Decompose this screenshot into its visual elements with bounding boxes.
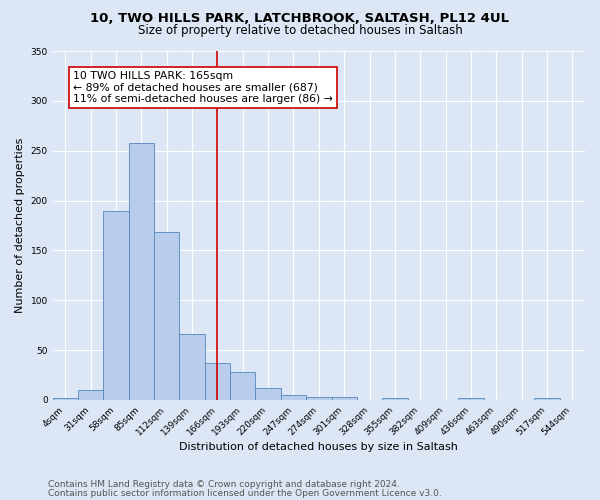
Bar [256, 388, 281, 400]
Bar [103, 210, 129, 400]
Bar [129, 142, 154, 400]
Bar [205, 363, 230, 400]
Bar [535, 398, 560, 400]
Text: Contains public sector information licensed under the Open Government Licence v3: Contains public sector information licen… [48, 489, 442, 498]
Bar [281, 395, 306, 400]
Bar [179, 334, 205, 400]
Bar [78, 390, 103, 400]
Bar [382, 398, 407, 400]
Text: 10, TWO HILLS PARK, LATCHBROOK, SALTASH, PL12 4UL: 10, TWO HILLS PARK, LATCHBROOK, SALTASH,… [91, 12, 509, 26]
Text: Size of property relative to detached houses in Saltash: Size of property relative to detached ho… [137, 24, 463, 37]
Text: Contains HM Land Registry data © Crown copyright and database right 2024.: Contains HM Land Registry data © Crown c… [48, 480, 400, 489]
Bar [154, 232, 179, 400]
Text: 10 TWO HILLS PARK: 165sqm
← 89% of detached houses are smaller (687)
11% of semi: 10 TWO HILLS PARK: 165sqm ← 89% of detac… [73, 71, 333, 104]
Bar [458, 398, 484, 400]
Bar [230, 372, 256, 400]
X-axis label: Distribution of detached houses by size in Saltash: Distribution of detached houses by size … [179, 442, 458, 452]
Bar [306, 397, 332, 400]
Y-axis label: Number of detached properties: Number of detached properties [15, 138, 25, 313]
Bar [53, 398, 78, 400]
Bar [332, 397, 357, 400]
